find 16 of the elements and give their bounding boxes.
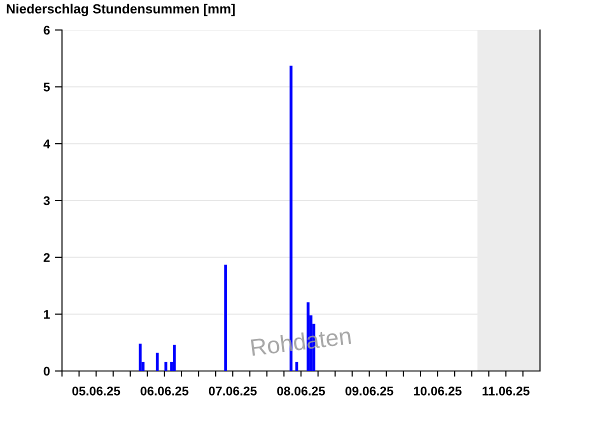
x-tick-label: 07.06.25 [208,386,257,396]
x-tick-label: 06.06.25 [140,386,188,396]
x-tick-label: 05.06.25 [72,386,120,396]
annotation: Rohdaten [250,326,352,356]
y-tick-label: 5 [44,82,50,92]
chart-title: Niederschlag Stundensummen [mm] [6,4,235,16]
y-tick-label: 6 [44,26,50,35]
y-tick-label: 0 [44,366,50,376]
x-tick-label: 09.06.25 [345,386,394,396]
x-tick-label: 10.06.25 [414,386,462,396]
x-tick-label: 08.06.25 [277,386,325,396]
y-tick-label: 1 [44,310,50,319]
y-tick-label: 3 [44,196,50,206]
y-tick-label: 2 [44,253,50,262]
y-tick-label: 4 [43,140,50,148]
x-tick-label: 11.06.25 [482,386,530,396]
